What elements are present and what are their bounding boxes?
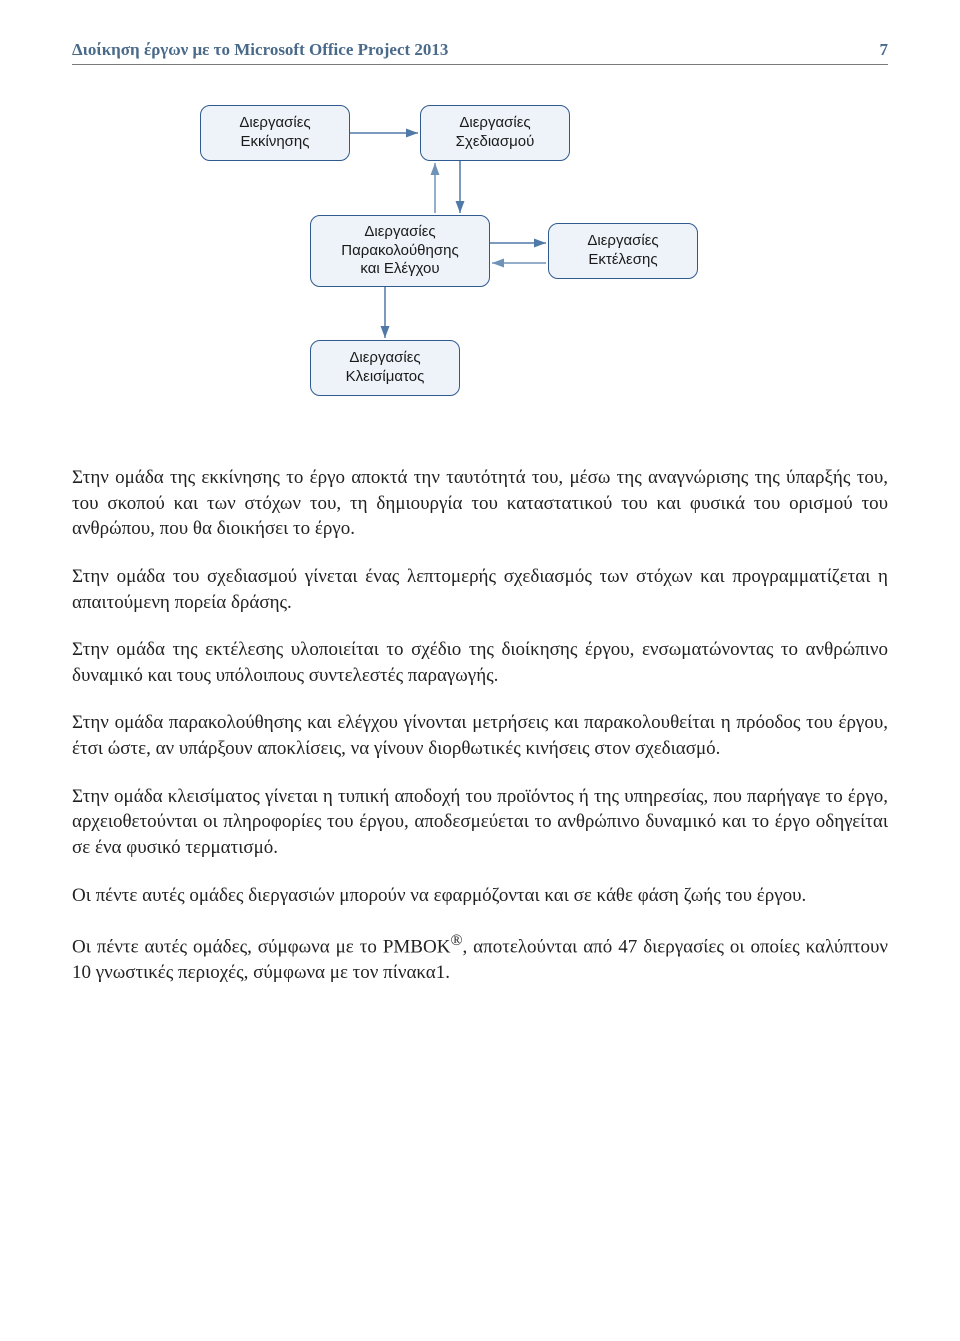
header-page-number: 7 xyxy=(880,40,889,60)
registered-mark: ® xyxy=(450,932,462,949)
node-label-line: Διεργασίες xyxy=(364,223,435,242)
node-label-line: και Ελέγχου xyxy=(360,260,439,279)
paragraph: Στην ομάδα κλεισίματος γίνεται η τυπική … xyxy=(72,784,888,861)
node-label-line: Διεργασίες xyxy=(349,349,420,368)
node-label-line: Σχεδιασμού xyxy=(456,133,535,152)
node-label-line: Εκτέλεσης xyxy=(588,251,657,270)
node-closing: Διεργασίες Κλεισίματος xyxy=(310,340,460,396)
paragraph: Οι πέντε αυτές ομάδες, σύμφωνα με το PMB… xyxy=(72,930,888,986)
node-label-line: Διεργασίες xyxy=(459,114,530,133)
paragraph: Στην ομάδα παρακολούθησης και ελέγχου γί… xyxy=(72,710,888,761)
node-label-line: Κλεισίματος xyxy=(346,368,425,387)
paragraph: Στην ομάδα της εκκίνησης το έργο αποκτά … xyxy=(72,465,888,542)
page: Διοίκηση έργων με το Microsoft Office Pr… xyxy=(0,0,960,1341)
node-initiation: Διεργασίες Εκκίνησης xyxy=(200,105,350,161)
paragraph: Στην ομάδα του σχεδιασμού γίνεται ένας λ… xyxy=(72,564,888,615)
node-label-line: Διεργασίες xyxy=(587,232,658,251)
paragraph: Οι πέντε αυτές ομάδες διεργασιών μπορούν… xyxy=(72,883,888,909)
node-label-line: Παρακολούθησης xyxy=(341,242,458,261)
page-header: Διοίκηση έργων με το Microsoft Office Pr… xyxy=(72,40,888,65)
header-title: Διοίκηση έργων με το Microsoft Office Pr… xyxy=(72,40,448,60)
node-monitoring-control: Διεργασίες Παρακολούθησης και Ελέγχου xyxy=(310,215,490,287)
process-flowchart: Διεργασίες Εκκίνησης Διεργασίες Σχεδιασμ… xyxy=(160,95,800,435)
node-execution: Διεργασίες Εκτέλεσης xyxy=(548,223,698,279)
paragraph: Στην ομάδα της εκτέλεσης υλοποιείται το … xyxy=(72,637,888,688)
node-label-line: Εκκίνησης xyxy=(240,133,309,152)
node-label-line: Διεργασίες xyxy=(239,114,310,133)
paragraph-text: Οι πέντε αυτές ομάδες, σύμφωνα με το PMB… xyxy=(72,937,450,958)
node-planning: Διεργασίες Σχεδιασμού xyxy=(420,105,570,161)
